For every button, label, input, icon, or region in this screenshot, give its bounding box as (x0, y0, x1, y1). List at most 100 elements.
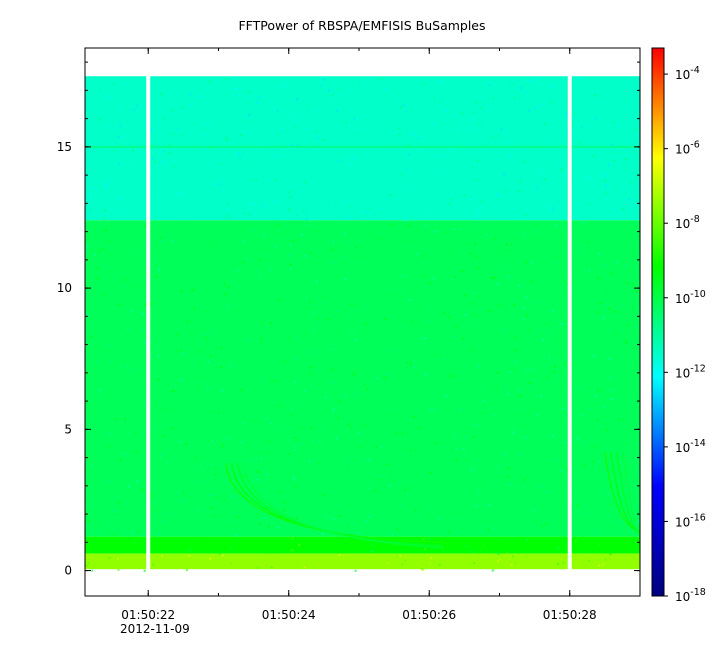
noise-pixel (291, 343, 294, 346)
noise-pixel (612, 201, 615, 204)
noise-pixel (197, 385, 200, 388)
noise-pixel (90, 411, 92, 414)
noise-pixel (575, 386, 578, 389)
noise-pixel (361, 255, 364, 258)
noise-pixel (474, 243, 476, 246)
noise-pixel (359, 445, 362, 448)
noise-pixel (150, 280, 153, 283)
noise-pixel (380, 475, 383, 477)
noise-pixel (138, 286, 141, 289)
noise-pixel (444, 149, 446, 152)
noise-pixel (383, 251, 386, 254)
noise-pixel (113, 513, 116, 516)
y-tick-label: 0 (64, 564, 72, 578)
noise-pixel (305, 299, 308, 302)
noise-pixel (305, 218, 308, 221)
noise-pixel (193, 286, 196, 289)
noise-pixel (442, 357, 445, 360)
noise-pixel (376, 377, 379, 380)
noise-pixel (460, 180, 463, 183)
noise-pixel (276, 526, 279, 529)
noise-pixel (399, 106, 402, 109)
noise-pixel (564, 362, 566, 365)
noise-pixel (464, 436, 467, 439)
noise-pixel (428, 562, 431, 564)
x-tick-label: 01:50:26 (402, 608, 456, 622)
noise-pixel (522, 479, 525, 481)
noise-pixel (165, 356, 168, 358)
noise-pixel (272, 532, 275, 535)
noise-pixel (362, 518, 365, 521)
noise-pixel (217, 487, 220, 490)
noise-pixel (129, 433, 131, 436)
noise-pixel (163, 116, 166, 119)
noise-pixel (551, 309, 554, 312)
noise-pixel (603, 264, 606, 267)
noise-pixel (92, 229, 95, 232)
noise-pixel (606, 303, 609, 306)
noise-pixel (604, 180, 606, 183)
noise-pixel (392, 519, 395, 522)
noise-pixel (333, 438, 335, 441)
noise-pixel (635, 290, 638, 293)
noise-pixel (160, 519, 163, 522)
noise-pixel (108, 433, 111, 436)
noise-pixel (331, 93, 334, 96)
noise-pixel (474, 256, 477, 258)
noise-pixel (203, 236, 206, 239)
noise-pixel (514, 97, 516, 100)
noise-pixel (305, 332, 308, 335)
noise-pixel (494, 238, 497, 240)
noise-pixel (520, 394, 523, 397)
noise-pixel (345, 121, 348, 124)
noise-pixel (323, 78, 326, 81)
noise-pixel (534, 224, 537, 227)
noise-pixel (566, 89, 568, 92)
noise-pixel (250, 146, 253, 149)
noise-pixel (175, 320, 178, 323)
noise-pixel (525, 369, 528, 372)
noise-pixel (234, 420, 237, 423)
noise-pixel (301, 442, 304, 445)
noise-pixel (158, 122, 161, 125)
noise-pixel (521, 543, 524, 546)
noise-pixel (225, 208, 228, 211)
noise-pixel (361, 449, 364, 451)
noise-pixel (214, 473, 217, 476)
noise-pixel (227, 305, 230, 308)
noise-pixel (472, 165, 474, 168)
noise-pixel (303, 174, 306, 177)
noise-pixel (520, 453, 523, 455)
noise-pixel (256, 478, 259, 481)
noise-pixel (616, 517, 619, 520)
noise-pixel (336, 310, 339, 313)
noise-pixel (276, 224, 279, 227)
noise-pixel (254, 452, 257, 454)
noise-pixel (224, 293, 227, 296)
noise-pixel (503, 120, 506, 123)
noise-pixel (601, 277, 604, 280)
noise-pixel (551, 85, 554, 88)
noise-pixel (91, 569, 94, 572)
noise-pixel (390, 103, 393, 106)
noise-pixel (332, 381, 335, 384)
noise-pixel (376, 237, 378, 240)
noise-pixel (331, 204, 334, 207)
noise-pixel (525, 261, 528, 264)
noise-pixel (496, 283, 499, 286)
noise-pixel (572, 114, 575, 116)
noise-pixel (159, 391, 162, 394)
noise-pixel (223, 282, 226, 285)
noise-pixel (308, 373, 311, 376)
noise-pixel (181, 193, 184, 196)
noise-pixel (481, 144, 484, 147)
noise-pixel (292, 239, 295, 242)
noise-pixel (275, 154, 278, 157)
noise-pixel (514, 349, 517, 352)
noise-pixel (399, 213, 402, 216)
colorbar-tick-label: 10-14 (675, 438, 706, 455)
noise-pixel (156, 389, 159, 392)
noise-pixel (161, 161, 164, 164)
noise-pixel (510, 243, 513, 246)
noise-pixel (289, 264, 292, 267)
